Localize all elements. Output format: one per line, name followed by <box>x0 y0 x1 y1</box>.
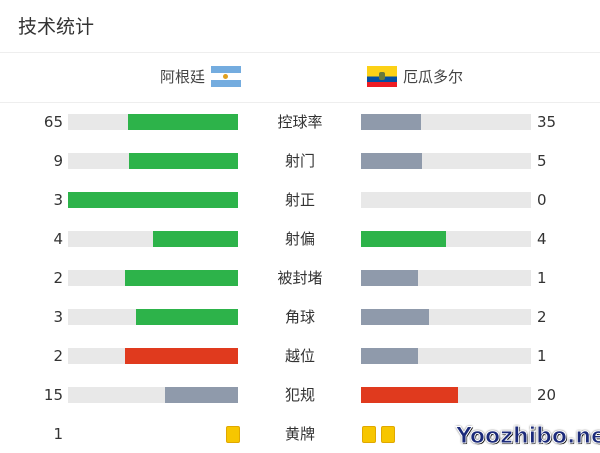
stat-label: 被封堵 <box>277 269 323 287</box>
home-bar <box>68 153 238 169</box>
divider <box>0 102 600 103</box>
stat-row-yellow-cards: 1 黄牌 <box>0 424 600 444</box>
watermark: Yoozhibo.net <box>455 424 600 450</box>
home-bar-fill <box>153 231 238 247</box>
home-bar-fill <box>136 309 238 325</box>
stat-label: 射正 <box>284 191 315 209</box>
away-value: 4 <box>537 230 547 248</box>
page-title: 技术统计 <box>18 16 95 38</box>
away-value: 5 <box>537 152 547 170</box>
home-bar-fill <box>124 270 238 286</box>
stat-row: 4 射偏 4 <box>0 229 600 249</box>
stat-label: 射偏 <box>284 230 315 248</box>
away-bar-fill <box>361 387 459 403</box>
away-value: 20 <box>537 386 557 404</box>
stat-label: 角球 <box>284 308 315 326</box>
away-bar <box>361 192 531 208</box>
stat-label: 犯规 <box>284 386 315 404</box>
away-bar-fill <box>361 270 418 286</box>
yellow-card-icon <box>226 426 240 443</box>
away-bar-fill <box>361 114 421 130</box>
away-team-name: 厄瓜多尔 <box>403 68 464 86</box>
stat-row: 2 被封堵 1 <box>0 268 600 288</box>
away-value: 0 <box>537 191 547 209</box>
away-bar-fill <box>361 348 418 364</box>
home-value: 3 <box>53 191 63 209</box>
yellow-card-icon <box>381 426 395 443</box>
away-bar <box>361 348 531 364</box>
stat-row: 65 控球率 35 <box>0 112 600 132</box>
home-bar <box>68 231 238 247</box>
away-bar <box>361 231 531 247</box>
stat-label: 越位 <box>284 347 315 365</box>
stat-label: 控球率 <box>277 113 323 131</box>
away-bar <box>361 270 531 286</box>
stat-label: 黄牌 <box>284 425 315 443</box>
home-bar <box>68 270 238 286</box>
divider <box>0 52 600 53</box>
home-bar-fill <box>165 387 238 403</box>
stat-row: 15 犯规 20 <box>0 385 600 405</box>
home-bar <box>68 309 238 325</box>
home-bar <box>68 114 238 130</box>
away-bar-fill <box>361 231 446 247</box>
away-bar-fill <box>361 153 422 169</box>
home-bar <box>68 192 238 208</box>
home-value: 15 <box>43 386 63 404</box>
home-team: 阿根廷 <box>160 66 242 87</box>
away-bar <box>361 309 531 325</box>
home-value: 2 <box>53 347 63 365</box>
home-team-name: 阿根廷 <box>160 68 206 86</box>
away-bar <box>361 114 531 130</box>
home-bar-fill <box>127 114 238 130</box>
home-bar <box>68 387 238 403</box>
away-value: 35 <box>537 113 557 131</box>
home-value: 65 <box>43 113 63 131</box>
home-bar-fill <box>68 192 238 208</box>
away-bar <box>361 153 531 169</box>
stat-row: 9 射门 5 <box>0 151 600 171</box>
stat-row: 3 射正 0 <box>0 190 600 210</box>
home-bar-fill <box>128 153 238 169</box>
stat-row: 3 角球 2 <box>0 307 600 327</box>
home-value: 1 <box>53 425 63 443</box>
home-value: 9 <box>53 152 63 170</box>
away-value: 2 <box>537 308 547 326</box>
home-value: 2 <box>53 269 63 287</box>
away-bar-fill <box>361 309 429 325</box>
home-value: 4 <box>53 230 63 248</box>
away-value: 1 <box>537 269 547 287</box>
argentina-flag-icon <box>211 66 242 87</box>
stat-row: 2 越位 1 <box>0 346 600 366</box>
away-team: 厄瓜多尔 <box>367 66 463 87</box>
away-value: 1 <box>537 347 547 365</box>
away-bar <box>361 387 531 403</box>
ecuador-flag-icon <box>367 66 397 87</box>
stat-label: 射门 <box>284 152 315 170</box>
yellow-card-icon <box>362 426 376 443</box>
home-bar-fill <box>124 348 238 364</box>
home-value: 3 <box>53 308 63 326</box>
home-bar <box>68 348 238 364</box>
